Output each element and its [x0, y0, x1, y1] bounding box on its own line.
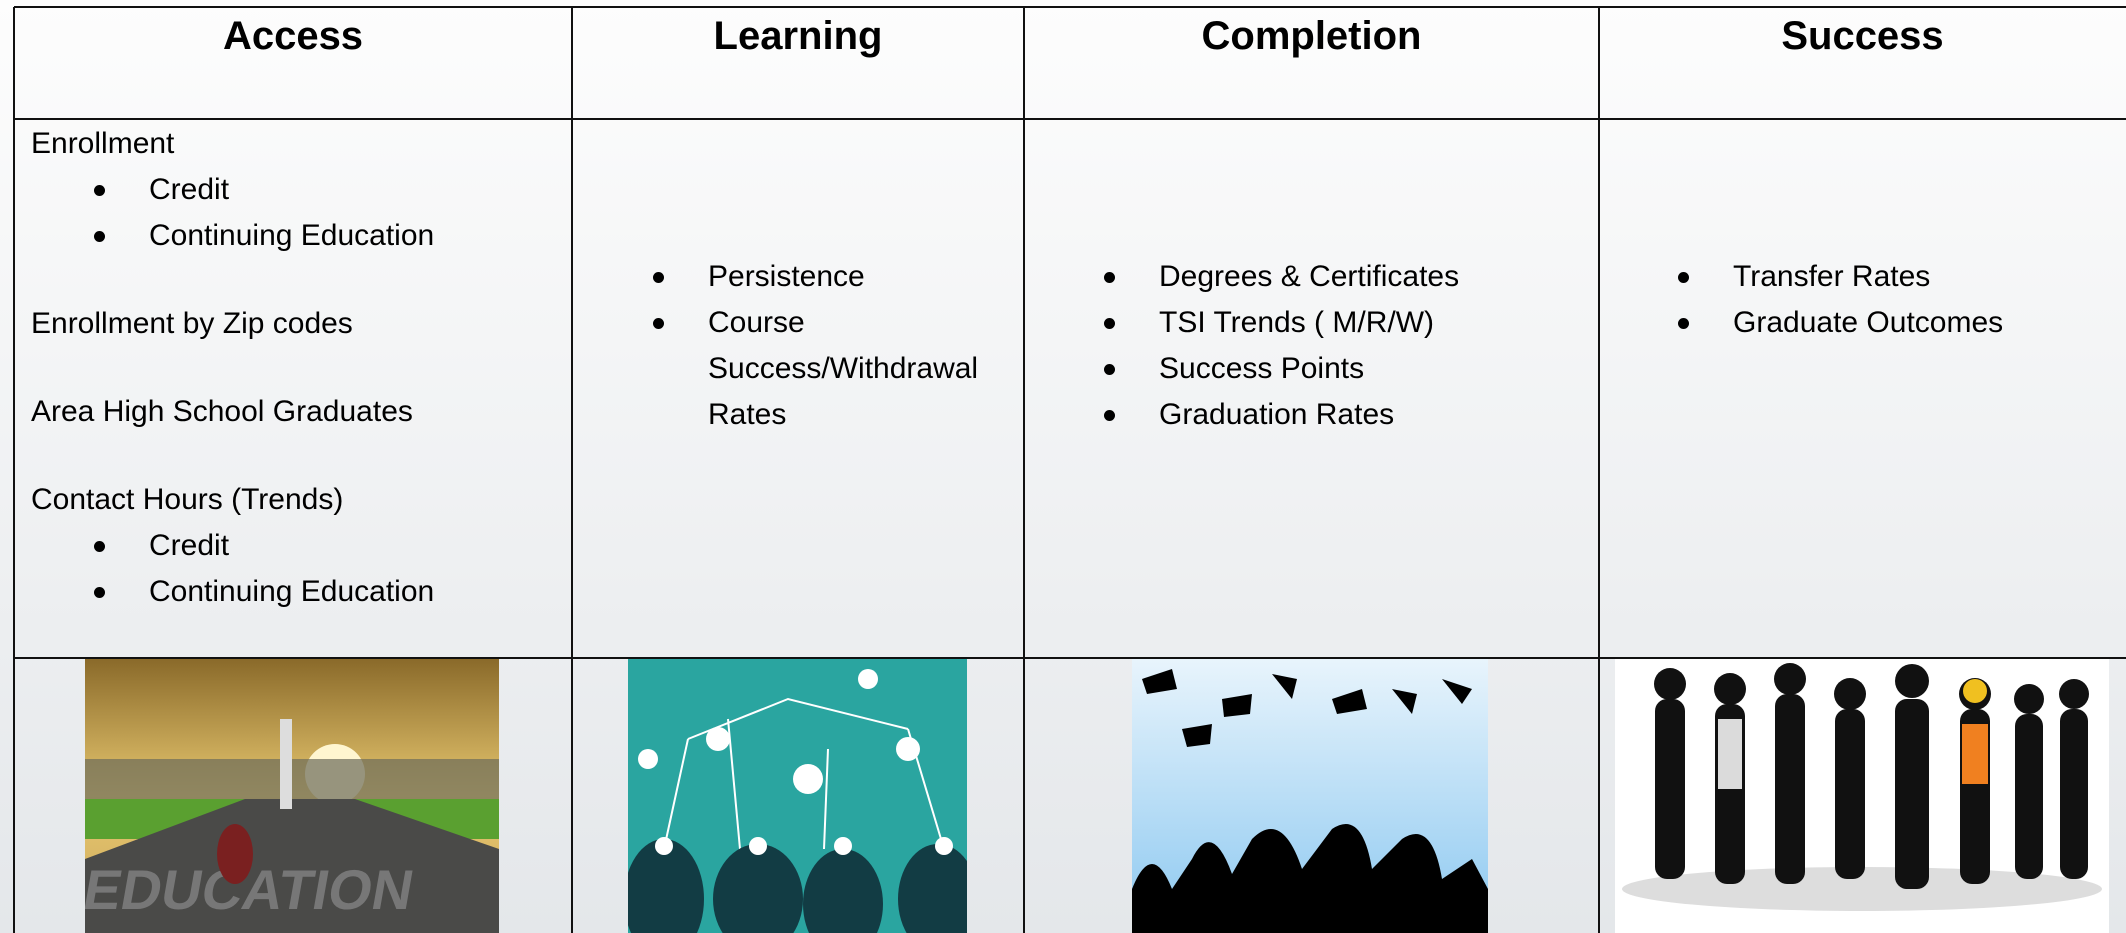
svg-text:EDUCATION: EDUCATION	[85, 858, 419, 921]
group: Enrollment Credit Continuing Education	[31, 121, 561, 259]
bullet-item: Credit	[94, 167, 561, 213]
bullet-list: Degrees & Certificates TSI Trends ( M/R/W…	[1104, 254, 1579, 438]
bullet-item: Continuing Education	[94, 213, 561, 259]
group-label: Area High School Graduates	[31, 395, 413, 428]
completion-cell: Degrees & Certificates TSI Trends ( M/R/W…	[1104, 254, 1579, 438]
column-header: Access	[222, 14, 364, 58]
bullet-list: Credit Continuing Education	[31, 523, 561, 615]
border	[14, 657, 2126, 659]
group: Contact Hours (Trends) Credit Continuing E…	[31, 477, 561, 615]
border	[1598, 7, 1600, 933]
group-label: Enrollment	[31, 127, 175, 160]
column-header: Completion	[1201, 14, 1422, 58]
group: Area High School Graduates	[31, 389, 561, 435]
bullet-item: Transfer Rates	[1678, 254, 2113, 300]
group-label: Enrollment by Zip codes	[31, 307, 353, 340]
bullet-item: Graduate Outcomes	[1678, 300, 2113, 346]
learning-cell: Persistence Course Success/Withdrawal Rat…	[653, 254, 978, 438]
bullet-item: Persistence	[653, 254, 958, 300]
learning-network-image	[628, 659, 967, 933]
border	[571, 7, 573, 933]
graduation-image	[1132, 659, 1488, 933]
bullet-item: Continuing Education	[94, 569, 561, 615]
column-header: Learning	[713, 14, 883, 58]
border	[14, 6, 2126, 8]
bullet-item: Success Points	[1104, 346, 1579, 392]
bullet-list: Transfer Rates Graduate Outcomes	[1678, 254, 2113, 346]
education-road-image: EDUCATION	[85, 659, 499, 933]
column-header: Success	[1781, 14, 1944, 58]
bullet-item: Course Success/Withdrawal Rates	[653, 300, 978, 438]
bullet-item: Graduation Rates	[1104, 392, 1579, 438]
group: Enrollment by Zip codes	[31, 301, 561, 347]
bullet-item: TSI Trends ( M/R/W)	[1104, 300, 1579, 346]
border	[13, 7, 15, 933]
access-cell: Enrollment Credit Continuing Education Enro…	[31, 121, 561, 657]
border	[1023, 7, 1025, 933]
bullet-list: Credit Continuing Education	[31, 167, 561, 259]
bullet-item: Credit	[94, 523, 561, 569]
careers-image	[1615, 659, 2109, 933]
border	[14, 118, 2126, 120]
bullet-item: Degrees & Certificates	[1104, 254, 1579, 300]
success-cell: Transfer Rates Graduate Outcomes	[1678, 254, 2113, 346]
group-label: Contact Hours (Trends)	[31, 483, 344, 516]
bullet-list: Persistence Course Success/Withdrawal Rat…	[653, 254, 978, 438]
